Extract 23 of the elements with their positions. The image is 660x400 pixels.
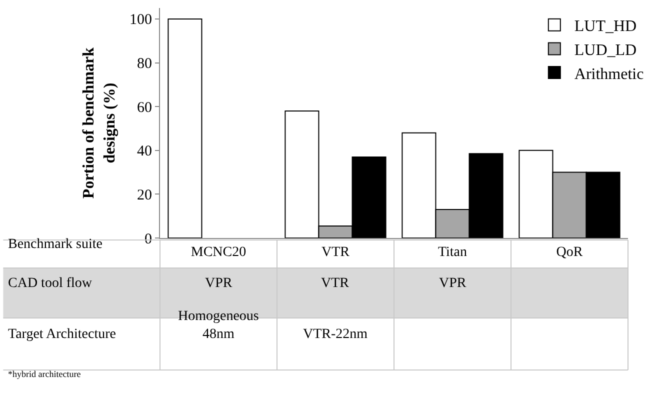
legend-label: Arithmetic [574,66,644,83]
x-tick-label: MCNC20 [190,244,246,260]
text: CAD tool flow [8,276,93,291]
x-tick-label: QoR [556,244,584,260]
x-tick-label: VTR [322,244,350,260]
text: VPR [439,276,467,291]
y-tick-label: 40 [137,144,152,160]
text: VTR [321,276,350,291]
text: *hybrid architecture [8,369,81,379]
y-tick-label: 60 [137,100,152,116]
text: VPR [205,276,233,291]
y-axis-title: Portion of benchmark designs (%) [80,47,118,199]
legend-label: LUD_LD [574,42,637,59]
y-tick-label: 80 [137,56,152,72]
y-tick-label: 100 [130,12,152,28]
bar [168,18,202,238]
x-tick-label: Titan [438,244,468,260]
text: Homogeneous 48nm [178,309,259,342]
text: Target Architecture [8,327,116,342]
text: VTR-22nm [303,327,368,342]
y-tick-label: 20 [137,187,152,204]
x-axis-title: Benchmark suite [8,237,102,252]
legend-label: LUT_HD [574,18,637,36]
